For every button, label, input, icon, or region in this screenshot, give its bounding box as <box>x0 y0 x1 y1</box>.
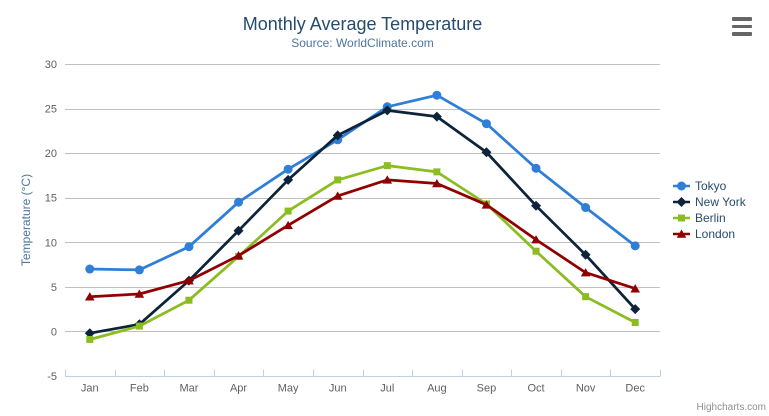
point-berlin-oct[interactable] <box>532 247 540 255</box>
point-tokyo-jan[interactable] <box>85 264 95 274</box>
y-axis-title: Temperature (°C) <box>19 174 33 266</box>
point-london-nov[interactable] <box>580 268 591 277</box>
x-axis-label: Jun <box>329 383 347 395</box>
x-axis-label: Jan <box>81 383 99 395</box>
x-axis-label: Sep <box>477 383 497 395</box>
point-tokyo-apr[interactable] <box>234 197 244 207</box>
diamond-marker-icon <box>673 196 690 208</box>
square-marker-icon <box>673 212 690 224</box>
chart-subtitle: Source: WorldClimate.com <box>291 36 434 50</box>
point-tokyo-may[interactable] <box>283 164 293 174</box>
legend-item-berlin[interactable]: Berlin <box>673 210 746 226</box>
legend-marker-triangle <box>676 229 687 238</box>
point-new-york-sep[interactable] <box>481 147 492 158</box>
point-london-mar[interactable] <box>184 276 194 285</box>
hamburger-icon <box>732 32 752 36</box>
y-axis-label: 30 <box>45 59 57 71</box>
legend-marker-circle <box>677 181 686 191</box>
point-tokyo-sep[interactable] <box>481 119 491 129</box>
triangle-marker-icon <box>673 228 690 240</box>
x-axis-label: Oct <box>527 383 544 395</box>
point-new-york-dec[interactable] <box>630 304 641 315</box>
hamburger-icon <box>732 17 752 21</box>
chart-title: Monthly Average Temperature <box>242 14 483 34</box>
point-london-feb[interactable] <box>134 289 145 298</box>
point-london-may[interactable] <box>283 220 293 230</box>
point-tokyo-mar[interactable] <box>184 242 194 252</box>
x-axis-label: Mar <box>179 383 198 395</box>
legend-label-new-york: New York <box>695 195 746 209</box>
point-tokyo-oct[interactable] <box>531 163 541 173</box>
y-axis-label: 25 <box>45 104 57 116</box>
point-new-york-jun[interactable] <box>332 130 343 141</box>
credits-link[interactable]: Highcharts.com <box>696 402 766 413</box>
legend-marker-diamond <box>676 197 687 207</box>
x-axis-label: May <box>278 383 299 395</box>
point-berlin-feb[interactable] <box>135 322 143 330</box>
point-berlin-may[interactable] <box>284 207 292 215</box>
x-axis-label: Nov <box>576 383 596 395</box>
legend-label-berlin: Berlin <box>695 211 726 225</box>
point-london-jan[interactable] <box>84 292 95 301</box>
series-london <box>84 175 641 301</box>
point-london-aug[interactable] <box>432 178 442 188</box>
point-new-york-may[interactable] <box>283 174 294 185</box>
point-berlin-jun[interactable] <box>334 176 342 184</box>
y-axis-label: 10 <box>45 237 57 249</box>
series-line-berlin[interactable] <box>88 164 637 341</box>
x-axis-label: Feb <box>130 383 149 395</box>
x-axis-label: Dec <box>625 383 645 395</box>
x-axis-label: Jul <box>380 383 394 395</box>
point-tokyo-nov[interactable] <box>581 203 591 213</box>
legend-item-london[interactable]: London <box>673 226 746 242</box>
x-axis-label: Aug <box>427 383 447 395</box>
y-axis-label: 5 <box>51 282 57 294</box>
point-new-york-nov[interactable] <box>580 249 591 260</box>
point-tokyo-dec[interactable] <box>630 241 640 251</box>
point-berlin-aug[interactable] <box>433 168 441 176</box>
point-tokyo-feb[interactable] <box>134 265 144 275</box>
point-london-jul[interactable] <box>382 175 393 184</box>
point-london-oct[interactable] <box>531 235 541 244</box>
legend: Tokyo New York Berlin London <box>673 178 746 242</box>
y-axis-label: 0 <box>51 326 57 338</box>
point-berlin-jan[interactable] <box>86 335 94 343</box>
point-berlin-nov[interactable] <box>582 293 590 301</box>
series-new-york <box>84 105 641 339</box>
point-berlin-jul[interactable] <box>383 162 391 170</box>
legend-item-new-york[interactable]: New York <box>673 194 746 210</box>
legend-label-tokyo: Tokyo <box>695 179 727 193</box>
series-tokyo <box>85 90 640 275</box>
legend-item-tokyo[interactable]: Tokyo <box>673 178 746 194</box>
legend-marker-square <box>678 214 685 222</box>
point-new-york-jul[interactable] <box>382 105 393 116</box>
series-line-london[interactable] <box>88 178 637 299</box>
point-london-jun[interactable] <box>332 191 343 200</box>
point-new-york-jan[interactable] <box>84 328 95 339</box>
point-london-dec[interactable] <box>630 284 641 293</box>
circle-marker-icon <box>673 180 690 192</box>
legend-label-london: London <box>695 227 736 241</box>
point-tokyo-aug[interactable] <box>432 90 442 100</box>
hamburger-icon <box>732 24 752 28</box>
y-axis-label: 20 <box>45 148 57 160</box>
point-berlin-mar[interactable] <box>185 296 193 304</box>
export-menu-button[interactable] <box>729 14 755 38</box>
series-line-new-york[interactable] <box>88 109 637 335</box>
x-axis-label: Apr <box>230 383 247 395</box>
point-new-york-apr[interactable] <box>233 225 244 236</box>
point-london-apr[interactable] <box>233 251 244 260</box>
point-new-york-aug[interactable] <box>431 111 442 122</box>
point-berlin-dec[interactable] <box>631 319 639 327</box>
y-axis-label: 15 <box>45 193 57 205</box>
point-new-york-oct[interactable] <box>531 200 542 211</box>
point-london-sep[interactable] <box>481 200 492 209</box>
y-axis-label: -5 <box>47 371 57 383</box>
